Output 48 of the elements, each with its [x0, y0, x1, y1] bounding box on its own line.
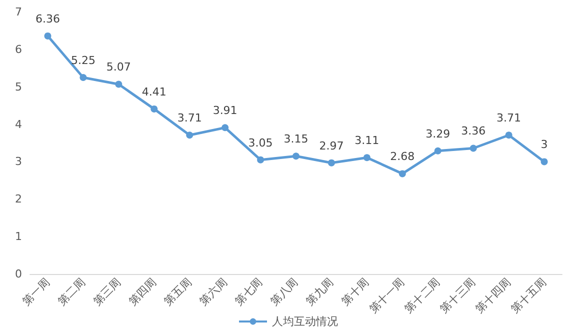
- point: [292, 152, 300, 160]
- data-label: 5.25: [70, 54, 96, 67]
- data-label: 3.11: [354, 134, 380, 148]
- x-tick-label: 第四周: [126, 275, 159, 308]
- point: [150, 105, 158, 112]
- y-tick-label: 4: [15, 118, 22, 131]
- point: [115, 80, 122, 88]
- point: [328, 159, 335, 166]
- x-tick-label: 第八周: [268, 275, 301, 308]
- point: [186, 132, 194, 139]
- point: [44, 32, 52, 40]
- data-label: 3.15: [284, 132, 308, 146]
- point: [434, 147, 442, 154]
- point: [80, 74, 87, 81]
- y-tick-label: 1: [15, 230, 22, 244]
- data-label: 4.41: [142, 85, 166, 98]
- data-label: 3.05: [248, 136, 273, 150]
- x-tick-label: 第六周: [197, 275, 230, 308]
- point: [470, 144, 477, 152]
- data-label: 3.71: [177, 112, 202, 125]
- data-label: 3.71: [496, 112, 522, 125]
- point: [540, 158, 548, 166]
- point: [398, 170, 406, 178]
- x-tick-label: 第三周: [90, 275, 124, 308]
- data-label: 3.91: [212, 104, 238, 118]
- legend-label: 人均互动情况: [272, 315, 338, 328]
- x-tick-label: 第九周: [304, 275, 336, 308]
- y-tick-label: 2: [15, 192, 22, 206]
- data-label: 5.07: [106, 60, 131, 74]
- data-label: 3.29: [426, 127, 450, 140]
- y-tick-label: 7: [15, 6, 22, 18]
- data-label: 3.36: [461, 124, 486, 138]
- x-tick-label: 第七周: [232, 275, 266, 308]
- y-tick-label: 5: [15, 80, 22, 94]
- point: [222, 124, 229, 132]
- x-tick-label: 第二周: [55, 275, 88, 308]
- x-tick-label: 第五周: [162, 275, 194, 308]
- x-tick-label: 第一周: [20, 275, 52, 308]
- data-label: 2.97: [319, 139, 344, 152]
- point: [257, 156, 264, 164]
- point: [363, 154, 370, 162]
- y-tick-label: 3: [15, 155, 22, 168]
- data-label: 6.36: [35, 12, 60, 26]
- data-label: 3: [540, 138, 548, 152]
- y-tick-label: 6: [15, 42, 22, 56]
- data-label: 2.68: [390, 150, 415, 164]
- point: [505, 132, 512, 139]
- y-tick-label: 0: [15, 268, 22, 280]
